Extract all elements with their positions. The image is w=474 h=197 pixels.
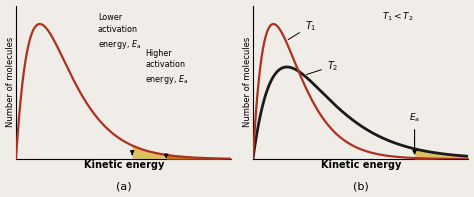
Y-axis label: Number of molecules: Number of molecules [243, 37, 252, 127]
Text: (b): (b) [353, 182, 369, 192]
Y-axis label: Number of molecules: Number of molecules [6, 37, 15, 127]
Text: $T_1$: $T_1$ [288, 19, 316, 40]
X-axis label: Kinetic energy: Kinetic energy [83, 161, 164, 170]
Text: (a): (a) [116, 182, 131, 192]
Text: $E_\mathrm{a}$: $E_\mathrm{a}$ [409, 112, 420, 154]
Text: Higher
activation
energy, $E_\mathrm{a}$: Higher activation energy, $E_\mathrm{a}$ [145, 48, 188, 86]
Text: $T_1 < T_2$: $T_1 < T_2$ [382, 10, 414, 23]
X-axis label: Kinetic energy: Kinetic energy [320, 161, 401, 170]
Text: $T_2$: $T_2$ [307, 59, 338, 74]
Text: Lower
activation
energy, $E_\mathrm{a}$: Lower activation energy, $E_\mathrm{a}$ [98, 13, 141, 51]
